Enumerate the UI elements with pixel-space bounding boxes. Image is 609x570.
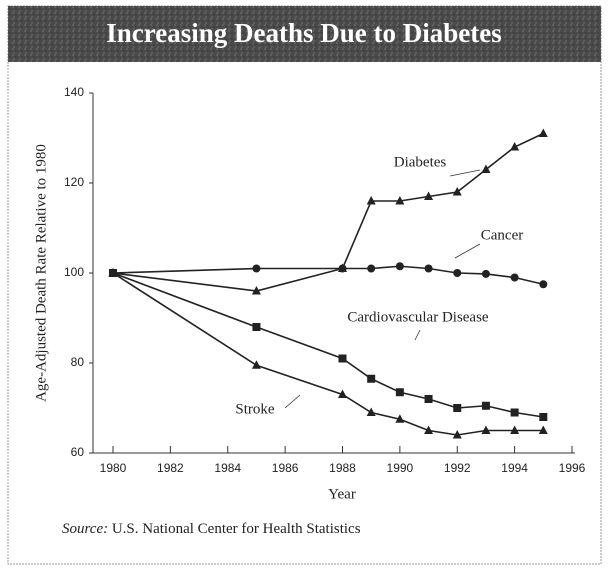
marker xyxy=(510,408,519,417)
marker xyxy=(395,262,404,271)
marker xyxy=(251,360,261,369)
chart-title: Increasing Deaths Due to Diabetes xyxy=(106,18,501,48)
source-label: Source: xyxy=(62,521,108,537)
marker xyxy=(452,187,462,196)
marker xyxy=(539,280,548,289)
x-tick-label: 1996 xyxy=(559,461,586,475)
y-tick-label: 100 xyxy=(64,265,84,279)
marker xyxy=(539,413,548,421)
series-line xyxy=(112,265,544,286)
y-tick-label: 80 xyxy=(71,355,85,369)
marker xyxy=(481,164,491,173)
marker xyxy=(395,414,405,423)
marker xyxy=(424,395,433,403)
marker xyxy=(252,323,261,331)
source-text: U.S. National Center for Health Statisti… xyxy=(112,521,361,537)
series-label: Stroke xyxy=(235,401,275,417)
marker xyxy=(510,425,520,434)
marker xyxy=(338,389,347,398)
marker xyxy=(510,142,520,151)
marker xyxy=(338,354,347,363)
marker xyxy=(338,264,347,273)
title-banner xyxy=(8,6,601,62)
marker xyxy=(395,196,405,205)
marker xyxy=(108,268,118,277)
x-tick-label: 1990 xyxy=(387,461,414,475)
x-tick-label: 1986 xyxy=(272,461,299,475)
leader-line xyxy=(284,394,301,409)
marker xyxy=(424,191,434,200)
marker xyxy=(424,425,434,434)
marker xyxy=(366,407,376,416)
series-label: Cancer xyxy=(481,227,523,243)
x-axis-label: Year xyxy=(328,486,356,502)
y-tick-label: 120 xyxy=(64,175,84,189)
x-tick-label: 1980 xyxy=(100,461,127,475)
series-line xyxy=(112,272,544,436)
marker xyxy=(453,404,462,412)
x-tick-label: 1988 xyxy=(329,461,356,475)
series-line xyxy=(112,272,544,418)
marker xyxy=(252,264,261,273)
marker xyxy=(367,374,376,383)
series-line xyxy=(112,132,544,292)
series-label: Diabetes xyxy=(394,154,447,170)
marker xyxy=(510,273,519,282)
y-axis-label: Age-Adjusted Death Rate Relative to 1980 xyxy=(33,144,49,402)
marker xyxy=(424,264,433,273)
marker xyxy=(251,286,261,295)
marker xyxy=(452,430,462,439)
source: Source: U.S. National Center for Health … xyxy=(62,521,361,537)
marker xyxy=(538,425,548,434)
leader-line xyxy=(449,169,481,177)
marker xyxy=(366,196,376,205)
x-tick-label: 1994 xyxy=(501,461,528,475)
x-tick-label: 1982 xyxy=(157,461,184,475)
marker xyxy=(481,425,491,434)
leader-line xyxy=(414,329,421,341)
leader-line xyxy=(454,243,481,259)
marker xyxy=(395,388,404,397)
marker xyxy=(453,269,462,277)
frame xyxy=(7,5,602,565)
x-tick-label: 1992 xyxy=(444,461,471,475)
y-tick-label: 60 xyxy=(71,445,85,459)
marker xyxy=(481,269,490,278)
series-label: Cardiovascular Disease xyxy=(347,309,489,325)
marker xyxy=(538,128,548,137)
marker xyxy=(367,264,376,273)
x-tick-label: 1984 xyxy=(214,461,241,475)
marker xyxy=(481,401,490,410)
y-tick-label: 140 xyxy=(64,85,84,99)
